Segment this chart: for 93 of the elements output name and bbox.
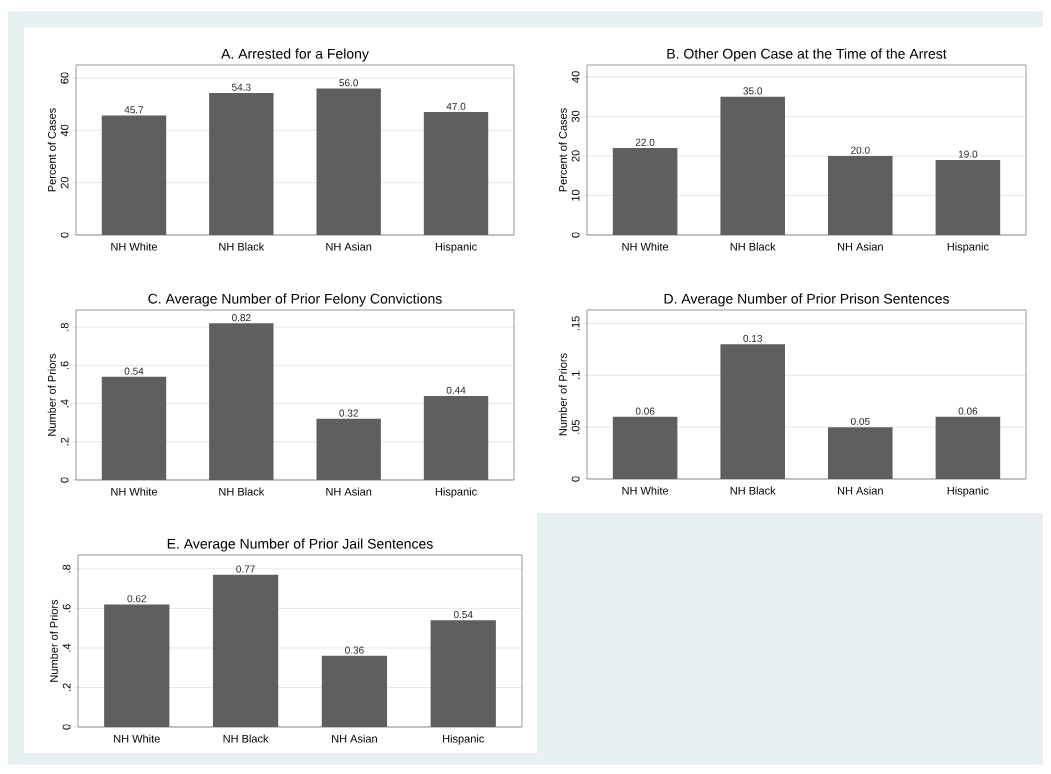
bar	[423, 112, 489, 235]
x-tick-label: NH Asian	[332, 734, 377, 743]
x-tick-label: NH Asian	[837, 242, 883, 251]
y-tick-label: 40	[571, 71, 580, 83]
data-label: 0.06	[958, 407, 978, 415]
chart-title: E. Average Number of Prior Jail Sentences	[167, 538, 433, 552]
data-label: 45.7	[124, 106, 144, 114]
x-tick-label: NH White	[111, 242, 157, 251]
bar	[101, 115, 167, 235]
data-label: 0.36	[345, 646, 364, 654]
bar	[209, 323, 274, 480]
y-tick-label: 0	[60, 477, 69, 483]
data-label: 0.77	[236, 565, 255, 573]
y-axis-title: Percent of Cases	[558, 108, 567, 192]
y-tick-label: .6	[60, 361, 69, 369]
bar	[720, 344, 785, 479]
data-label: 0.06	[635, 407, 655, 415]
bar	[430, 620, 496, 727]
x-tick-label: NH White	[111, 487, 158, 496]
data-label: 0.54	[124, 367, 144, 375]
bar	[935, 159, 1001, 235]
y-axis-title: Percent of Cases	[47, 108, 56, 192]
y-tick-label: .4	[62, 643, 71, 652]
x-tick-label: NH Black	[730, 486, 776, 495]
y-tick-label: 60	[60, 72, 69, 84]
x-tick-label: Hispanic	[435, 487, 477, 498]
y-tick-label: 20	[60, 177, 69, 189]
y-tick-label: 0	[62, 724, 71, 730]
bar	[101, 376, 167, 480]
data-label: 0.44	[446, 386, 466, 394]
y-tick-label: .05	[571, 419, 580, 434]
y-tick-label: 30	[571, 110, 580, 123]
x-tick-label: Hispanic	[947, 242, 989, 253]
x-tick-label: NH White	[622, 486, 669, 495]
x-tick-label: NH Black	[223, 734, 269, 743]
bar	[612, 416, 678, 479]
bar	[828, 155, 893, 235]
bar	[104, 604, 170, 727]
x-tick-label: NH Black	[219, 242, 265, 251]
bar	[828, 427, 893, 479]
y-tick-label: .8	[62, 564, 71, 573]
x-tick-label: Hispanic	[443, 734, 485, 745]
data-label: 35.0	[743, 87, 763, 95]
y-tick-label: 20	[571, 150, 580, 162]
y-tick-label: .15	[571, 316, 580, 331]
data-label: 0.05	[850, 417, 870, 425]
x-tick-label: NH Asian	[326, 242, 372, 251]
x-tick-label: NH White	[622, 242, 669, 251]
y-tick-label: 0	[60, 232, 69, 238]
data-label: 20.0	[851, 146, 870, 154]
data-label: 22.0	[635, 138, 655, 146]
data-label: 19.0	[958, 150, 978, 158]
bar	[316, 418, 381, 480]
bar	[321, 655, 388, 727]
data-label: 47.0	[446, 102, 466, 110]
y-tick-label: .6	[62, 604, 71, 612]
data-label: 0.54	[453, 610, 473, 619]
x-tick-label: NH White	[114, 734, 160, 743]
data-label: 0.62	[127, 595, 146, 603]
x-tick-label: Hispanic	[435, 242, 477, 253]
bar	[212, 574, 279, 727]
chart-title: D. Average Number of Prior Prison Sentences	[664, 293, 949, 307]
x-tick-label: Hispanic	[947, 486, 989, 497]
data-label: 0.13	[743, 334, 763, 343]
y-tick-label: .2	[60, 437, 69, 446]
y-axis-title: Number of Priors	[49, 599, 58, 682]
bar	[209, 92, 274, 235]
data-label: 54.3	[232, 83, 251, 91]
chart-title: C. Average Number of Prior Felony Convictions	[148, 293, 442, 307]
bar	[612, 148, 678, 235]
y-tick-label: .4	[60, 399, 69, 408]
data-label: 0.82	[231, 314, 251, 322]
y-tick-label: 10	[571, 189, 580, 201]
y-tick-label: 0	[571, 476, 580, 482]
y-tick-label: .8	[60, 323, 69, 331]
chart-title: A. Arrested for a Felony	[221, 48, 369, 62]
bar	[720, 96, 785, 235]
x-tick-label: NH Asian	[326, 487, 372, 496]
y-axis-title: Number of Priors	[47, 353, 56, 436]
y-tick-label: 0	[571, 232, 580, 238]
data-label: 56.0	[339, 79, 359, 87]
y-tick-label: 40	[60, 124, 69, 137]
data-label: 0.32	[339, 409, 358, 417]
bar	[935, 416, 1001, 479]
y-axis-title: Number of Priors	[558, 353, 567, 436]
bar	[423, 395, 489, 480]
x-tick-label: NH Asian	[837, 486, 883, 495]
bar	[316, 88, 381, 235]
x-tick-label: NH Black	[730, 242, 776, 251]
y-tick-label: .1	[571, 371, 580, 379]
x-tick-label: NH Black	[219, 487, 265, 496]
chart-title: B. Other Open Case at the Time of the Arrest	[667, 48, 947, 62]
y-tick-label: .2	[62, 683, 71, 692]
